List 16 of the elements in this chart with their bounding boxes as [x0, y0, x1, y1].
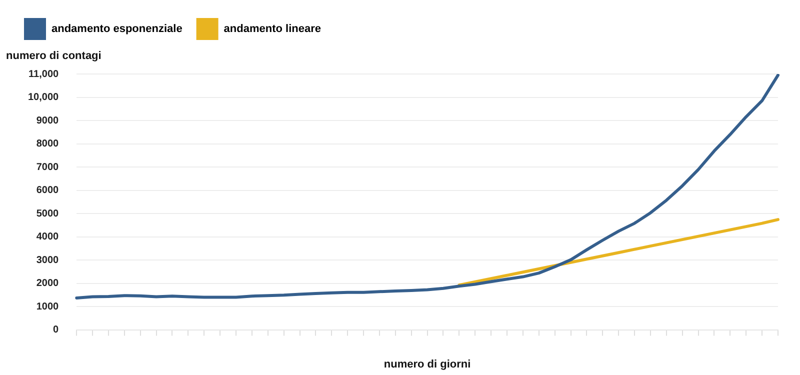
y-tick-label: 4000 — [36, 232, 60, 243]
y-tick-label: 5000 — [36, 208, 60, 220]
y-tick-label: 11,000 — [28, 68, 60, 80]
y-axis-title: numero di contagi — [6, 50, 102, 62]
legend-label: andamento esponenziale — [52, 23, 182, 36]
y-tick-label: 6000 — [36, 185, 60, 196]
x-axis-title: numero di giorni — [384, 358, 471, 370]
y-tick-label: 0 — [53, 324, 60, 336]
y-tick-label: 2000 — [36, 278, 60, 290]
y-tick-label: 9000 — [36, 115, 60, 126]
y-tick-label: 1000 — [36, 301, 60, 312]
y-tick-label: 10,000 — [28, 92, 60, 104]
y-tick-label: 7000 — [36, 162, 60, 173]
y-tick-label: 3000 — [36, 254, 60, 266]
legend-label: andamento lineare — [224, 23, 322, 36]
y-tick-label: 8000 — [36, 138, 60, 150]
